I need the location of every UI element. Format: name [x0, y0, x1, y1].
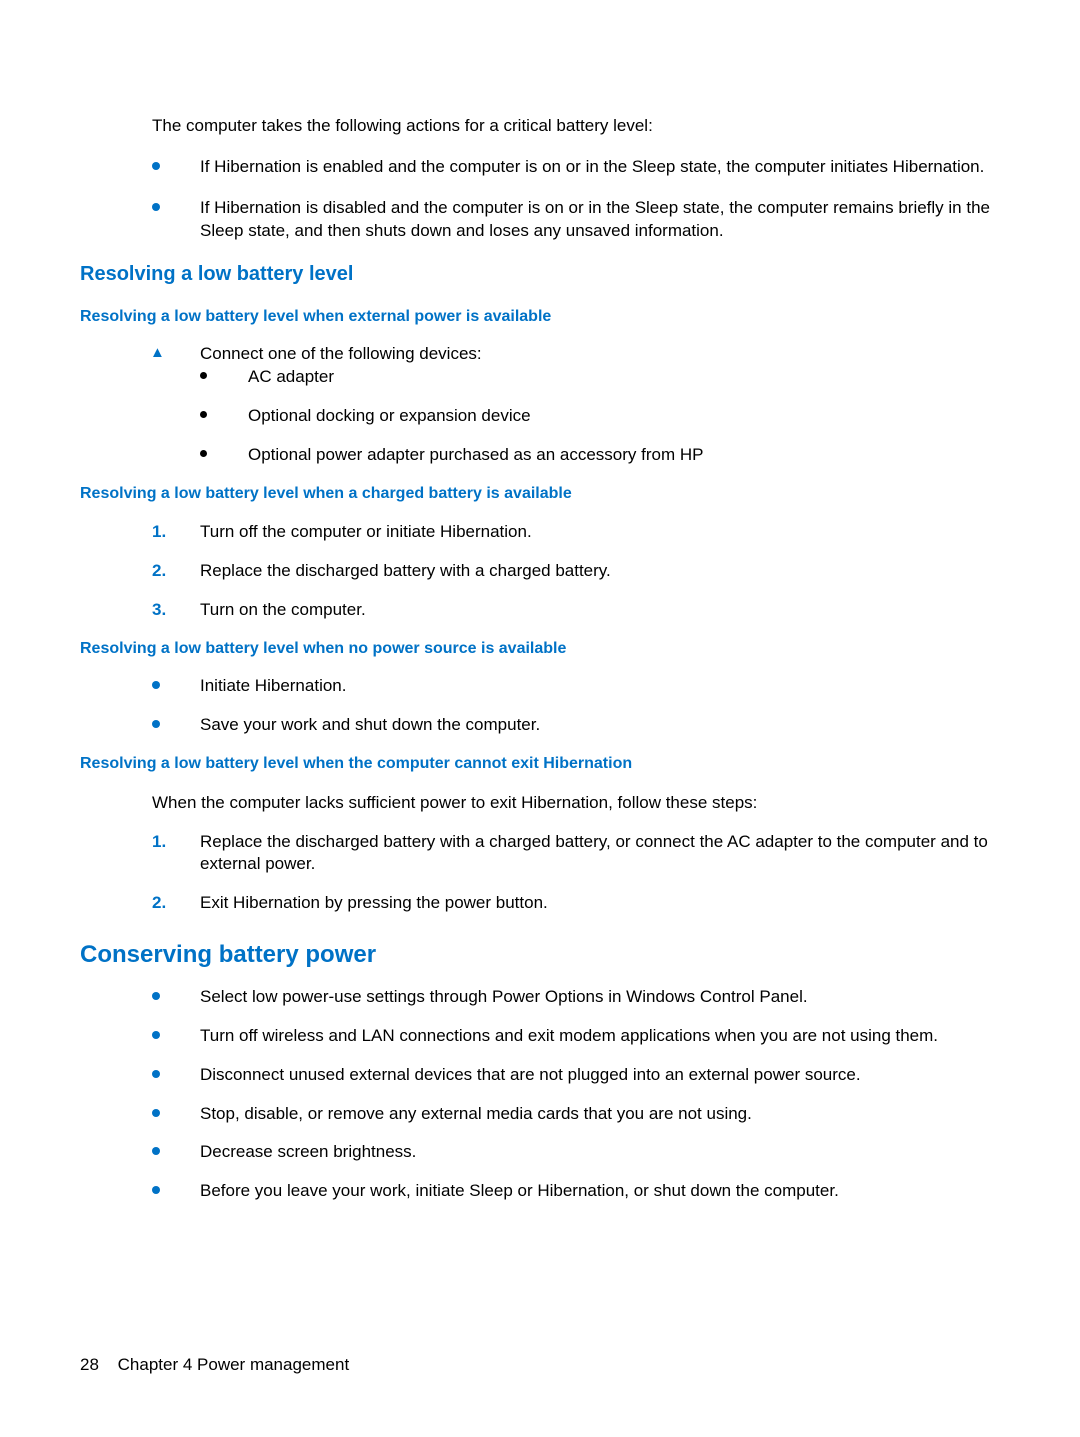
list-item-text: Turn off the computer or initiate Hibern… — [200, 522, 532, 541]
list-item-text: Decrease screen brightness. — [200, 1142, 416, 1161]
list-item-text: Optional power adapter purchased as an a… — [248, 445, 703, 464]
list-item-text: Optional docking or expansion device — [248, 406, 531, 425]
document-page: The computer takes the following actions… — [0, 0, 1080, 1437]
list-item-text: Before you leave your work, initiate Sle… — [200, 1181, 839, 1200]
list-item-text: Exit Hibernation by pressing the power b… — [200, 893, 548, 912]
list-item-text: Connect one of the following devices: — [200, 344, 482, 363]
list-item-text: Stop, disable, or remove any external me… — [200, 1104, 752, 1123]
list-item-text: Replace the discharged battery with a ch… — [200, 561, 611, 580]
heading-sub-no-power: Resolving a low battery level when no po… — [80, 638, 996, 660]
list-item: Replace the discharged battery with a ch… — [152, 560, 996, 583]
list-item-text: AC adapter — [248, 367, 334, 386]
list-item: Turn off the computer or initiate Hibern… — [152, 521, 996, 544]
list-item: Connect one of the following devices: AC… — [152, 343, 996, 467]
list-item-text: Turn on the computer. — [200, 600, 366, 619]
heading-conserving: Conserving battery power — [80, 939, 996, 971]
list-item: Disconnect unused external devices that … — [152, 1064, 996, 1087]
list-item: Turn off wireless and LAN connections an… — [152, 1025, 996, 1048]
heading-resolving: Resolving a low battery level — [80, 261, 996, 288]
intro-text: The computer takes the following actions… — [152, 115, 996, 138]
list-item: Before you leave your work, initiate Sle… — [152, 1180, 996, 1203]
bullet-list: Initiate Hibernation. Save your work and… — [152, 675, 996, 737]
list-item-text: If Hibernation is enabled and the comput… — [200, 157, 984, 176]
list-item-text: Initiate Hibernation. — [200, 676, 346, 695]
list-item: If Hibernation is disabled and the compu… — [152, 197, 996, 243]
list-item: Optional power adapter purchased as an a… — [200, 444, 996, 467]
page-number: 28 — [80, 1355, 99, 1374]
list-item: Replace the discharged battery with a ch… — [152, 831, 996, 877]
intro-bullet-list: If Hibernation is enabled and the comput… — [152, 156, 996, 243]
list-item: If Hibernation is enabled and the comput… — [152, 156, 996, 179]
conserving-bullet-list: Select low power-use settings through Po… — [152, 986, 996, 1204]
chapter-label: Chapter 4 Power management — [118, 1355, 350, 1374]
list-item: Stop, disable, or remove any external me… — [152, 1103, 996, 1126]
heading-sub-external-power: Resolving a low battery level when exter… — [80, 306, 996, 328]
sub4-lead: When the computer lacks sufficient power… — [152, 792, 996, 815]
list-item: Decrease screen brightness. — [152, 1141, 996, 1164]
list-item: Save your work and shut down the compute… — [152, 714, 996, 737]
list-item-text: If Hibernation is disabled and the compu… — [200, 198, 990, 240]
list-item: AC adapter — [200, 366, 996, 389]
list-item-text: Save your work and shut down the compute… — [200, 715, 540, 734]
list-item: Select low power-use settings through Po… — [152, 986, 996, 1009]
heading-sub-cannot-exit: Resolving a low battery level when the c… — [80, 753, 996, 775]
list-item: Exit Hibernation by pressing the power b… — [152, 892, 996, 915]
numbered-steps: Replace the discharged battery with a ch… — [152, 831, 996, 916]
list-item: Initiate Hibernation. — [152, 675, 996, 698]
list-item-text: Select low power-use settings through Po… — [200, 987, 808, 1006]
device-list: AC adapter Optional docking or expansion… — [200, 366, 996, 467]
list-item: Optional docking or expansion device — [200, 405, 996, 428]
list-item-text: Turn off wireless and LAN connections an… — [200, 1026, 938, 1045]
list-item: Turn on the computer. — [152, 599, 996, 622]
numbered-steps: Turn off the computer or initiate Hibern… — [152, 521, 996, 622]
list-item-text: Replace the discharged battery with a ch… — [200, 832, 988, 874]
page-footer: 28 Chapter 4 Power management — [80, 1354, 349, 1377]
heading-sub-charged-battery: Resolving a low battery level when a cha… — [80, 483, 996, 505]
action-list: Connect one of the following devices: AC… — [152, 343, 996, 467]
list-item-text: Disconnect unused external devices that … — [200, 1065, 861, 1084]
